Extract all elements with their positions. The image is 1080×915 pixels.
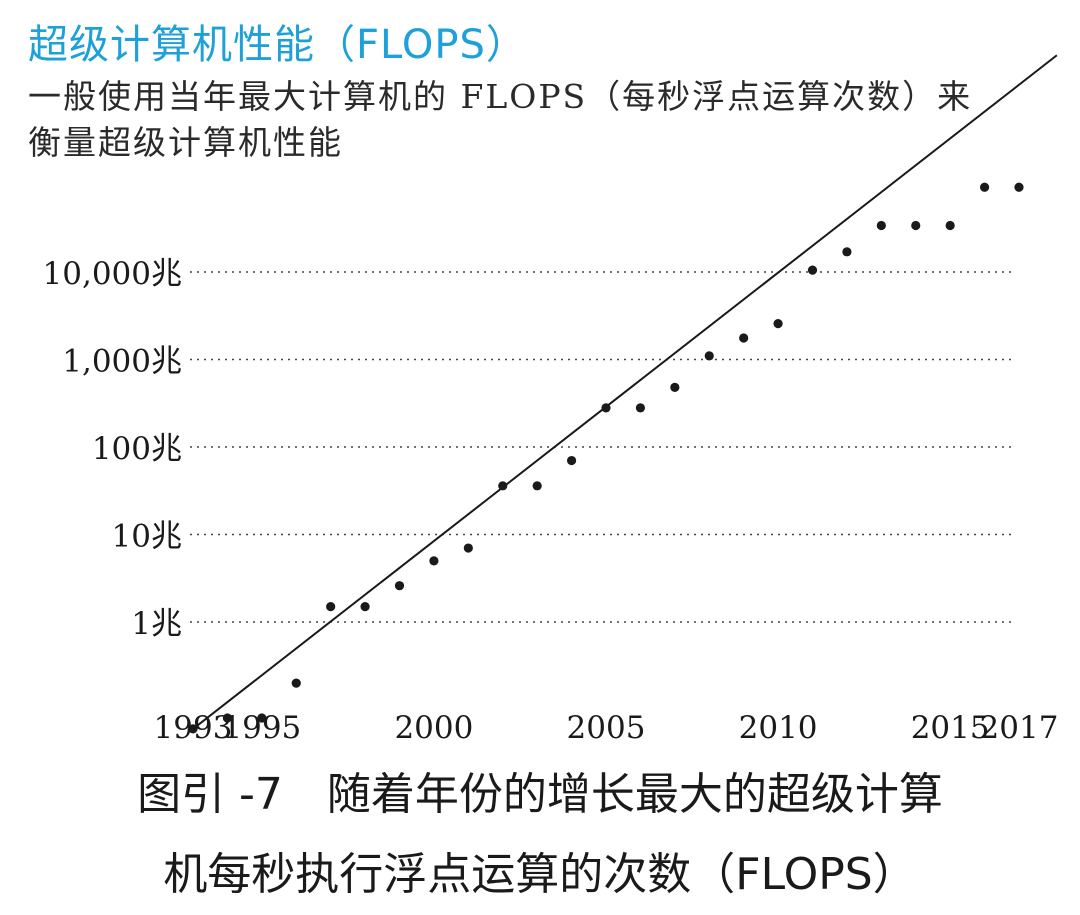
data-point bbox=[739, 333, 749, 343]
data-point bbox=[326, 601, 336, 612]
y-tick-label: 1,000兆 bbox=[62, 344, 182, 380]
data-point bbox=[876, 220, 886, 231]
data-point bbox=[945, 220, 955, 231]
data-point bbox=[635, 403, 646, 413]
x-tick-label: 2000 bbox=[394, 710, 473, 746]
data-point bbox=[807, 265, 818, 275]
data-point bbox=[704, 351, 714, 361]
data-point bbox=[979, 182, 990, 192]
data-point bbox=[601, 403, 611, 413]
x-tick-label: 2005 bbox=[567, 710, 646, 746]
data-point bbox=[222, 713, 233, 723]
chart-subtitle: 一般使用当年最大计算机的 FLOPS（每秒浮点运算次数）来衡量超级计算机性能 bbox=[28, 77, 973, 162]
figure-caption-line-1: 图引 -7 随着年份的增长最大的超级计算 bbox=[137, 769, 943, 820]
data-point bbox=[1014, 182, 1024, 192]
x-tick-label: 2017 bbox=[980, 710, 1059, 746]
chart-title: 超级计算机性能（FLOPS） bbox=[28, 22, 527, 68]
data-point bbox=[429, 556, 439, 566]
data-point bbox=[566, 455, 577, 466]
data-point bbox=[532, 481, 542, 491]
trend-line bbox=[192, 54, 1058, 730]
x-tick-label: 2015 bbox=[911, 710, 990, 746]
x-tick-label: 2010 bbox=[739, 710, 818, 746]
y-tick-label: 10,000兆 bbox=[43, 256, 182, 292]
data-point bbox=[670, 382, 680, 392]
data-point bbox=[773, 319, 783, 329]
y-tick-label: 1兆 bbox=[131, 606, 182, 642]
data-point bbox=[394, 581, 405, 591]
data-point bbox=[257, 713, 267, 723]
figure-caption-line-2: 机每秒执行浮点运算的次数（FLOPS） bbox=[163, 849, 917, 900]
data-point bbox=[188, 724, 198, 734]
data-point bbox=[360, 601, 370, 612]
y-tick-label: 10兆 bbox=[112, 519, 182, 555]
y-tick-label: 100兆 bbox=[92, 431, 182, 467]
data-point bbox=[911, 220, 921, 231]
data-point bbox=[463, 543, 473, 553]
data-point bbox=[498, 481, 508, 491]
data-point bbox=[842, 247, 852, 257]
data-point bbox=[291, 678, 301, 688]
